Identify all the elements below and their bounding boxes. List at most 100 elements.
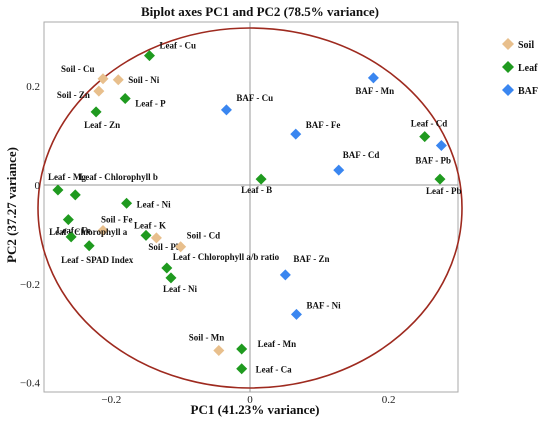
point-baf-fe: BAF - Fe [290, 120, 340, 140]
marker-soil-pb [150, 232, 162, 244]
plot-area: −0.2 0 0.2 −0.4 −0.2 0 0.2 [20, 21, 463, 406]
label-leaf-ni: Leaf - Ni [137, 199, 171, 209]
label-leaf-fe: Leaf - Fe [56, 226, 90, 236]
marker-soil-cd [175, 241, 187, 253]
point-leaf-cu: Leaf - Cu [143, 41, 196, 62]
label-baf-cd: BAF - Cd [343, 150, 380, 160]
y-tick-label: −0.4 [20, 378, 40, 390]
point-leaf-mg: Leaf - Mg [48, 172, 86, 196]
x-tick-label: 0 [247, 394, 253, 406]
point-leaf-chlorophyll-a: Leaf - Chlorophyll a [49, 227, 128, 243]
legend-label-leaf: Leaf [518, 63, 538, 74]
label-soil-cd: Soil - Cd [187, 231, 221, 241]
label-leaf-zn: Leaf - Zn [84, 120, 120, 130]
legend-marker-soil [502, 38, 514, 50]
label-leaf-spad-index: Leaf - SPAD Index [61, 255, 134, 265]
marker-leaf-chlorophyll-b [69, 189, 81, 201]
point-baf-cu: BAF - Cu [220, 93, 273, 116]
marker-soil-ni [112, 74, 124, 86]
point-leaf-mn: Leaf - Mn [236, 339, 296, 355]
point-soil-zn: Soil - Zn [57, 85, 105, 100]
point-soil-pb: Soil - Pb [148, 232, 181, 252]
legend: Soil Leaf BAF [502, 38, 538, 97]
correlation-circle [37, 27, 463, 389]
x-axis-label: PC1 (41.23% variance) [191, 402, 320, 417]
label-leaf-ca: Leaf - Ca [256, 365, 292, 375]
y-tick-label: 0.2 [26, 81, 40, 93]
point-soil-cu: Soil - Cu [61, 64, 109, 85]
label-baf-ni: BAF - Ni [306, 300, 341, 310]
point-soil-cd: Soil - Cd [175, 231, 220, 253]
y-axis-label: PC2 (37.27 variance) [4, 147, 19, 263]
point-leaf-b: Leaf - B [241, 173, 272, 195]
label-leaf-chlorophyll-a: Leaf - Chlorophyll a [49, 227, 128, 237]
label-leaf-chlorophyll-a-b-ratio: Leaf - Chlorophyll a/b ratio [173, 252, 280, 262]
point-baf-cd: BAF - Cd [333, 150, 379, 176]
label-leaf-b: Leaf - B [241, 185, 272, 195]
point-leaf-ca: Leaf - Ca [236, 363, 292, 375]
label-leaf-cd: Leaf - Cd [411, 119, 448, 129]
legend-label-baf: BAF [518, 86, 538, 97]
label-soil-mn: Soil - Mn [189, 332, 225, 342]
legend-marker-baf [502, 84, 514, 96]
marker-leaf-cu [143, 50, 155, 62]
x-tick-label: −0.2 [101, 394, 121, 406]
marker-leaf-p [119, 93, 131, 105]
marker-soil-mn [213, 344, 225, 356]
point-baf-zn: BAF - Zn [279, 254, 330, 281]
marker-leaf-mn [236, 343, 248, 355]
point-soil-fe: Soil - Fe [97, 214, 133, 236]
marker-leaf-ni [121, 197, 133, 209]
marker-baf-pb [435, 139, 447, 151]
y-tick-label: 0 [35, 180, 41, 192]
marker-soil-fe [97, 224, 109, 236]
point-leaf-pb: Leaf - Pb [426, 173, 462, 196]
label-baf-pb: BAF - Pb [415, 155, 451, 165]
marker-baf-mn [367, 72, 379, 84]
point-leaf-spad-index: Leaf - SPAD Index [61, 240, 134, 265]
legend-label-soil: Soil [518, 40, 534, 51]
label-leaf-p: Leaf - P [135, 99, 166, 109]
point-baf-ni: BAF - Ni [290, 300, 341, 320]
marker-leaf-chlorophyll-a-b-ratio [161, 262, 173, 274]
marker-leaf-cd [419, 131, 431, 143]
label-baf-cu: BAF - Cu [236, 93, 273, 103]
marker-baf-cd [333, 164, 345, 176]
label-leaf-cu: Leaf - Cu [159, 41, 196, 51]
marker-soil-zn [93, 85, 105, 97]
marker-soil-cu [97, 73, 109, 85]
y-tick-label: −0.2 [20, 279, 40, 291]
label-soil-cu: Soil - Cu [61, 64, 95, 74]
marker-leaf-pb [434, 173, 446, 185]
plot-frame [43, 21, 459, 393]
point-baf-pb: BAF - Pb [415, 139, 451, 165]
label-leaf-pb: Leaf - Pb [426, 186, 462, 196]
label-baf-mn: BAF - Mn [355, 86, 394, 96]
point-leaf-chlorophyll-a-b-ratio: Leaf - Chlorophyll a/b ratio [161, 252, 280, 274]
marker-baf-cu [220, 104, 232, 116]
marker-leaf-mg [52, 184, 64, 196]
marker-leaf-ni [165, 272, 177, 284]
point-soil-mn: Soil - Mn [189, 332, 225, 356]
point-leaf-p: Leaf - P [119, 93, 166, 109]
label-leaf-mg: Leaf - Mg [48, 172, 86, 182]
label-soil-ni: Soil - Ni [128, 75, 160, 85]
marker-leaf-spad-index [83, 240, 95, 252]
legend-marker-leaf [502, 61, 514, 73]
label-leaf-ni: Leaf - Ni [163, 284, 197, 294]
marker-leaf-b [255, 173, 267, 185]
marker-leaf-chlorophyll-a [65, 231, 77, 243]
label-baf-zn: BAF - Zn [293, 254, 329, 264]
label-leaf-k: Leaf - K [134, 220, 166, 230]
label-soil-zn: Soil - Zn [57, 90, 90, 100]
marker-baf-zn [279, 269, 291, 281]
marker-baf-ni [290, 308, 302, 320]
data-points: Soil - Cu Soil - Ni Soil - Zn Soil - Fe Soil… [48, 41, 462, 375]
label-baf-fe: BAF - Fe [306, 120, 341, 130]
point-leaf-zn: Leaf - Zn [84, 106, 120, 130]
point-leaf-chlorophyll-b: Leaf - Chlorophyll b [69, 172, 158, 201]
point-leaf-cd: Leaf - Cd [411, 119, 448, 143]
chart-title: Biplot axes PC1 and PC2 (78.5% variance) [141, 4, 379, 19]
point-leaf-fe: Leaf - Fe [56, 214, 91, 236]
